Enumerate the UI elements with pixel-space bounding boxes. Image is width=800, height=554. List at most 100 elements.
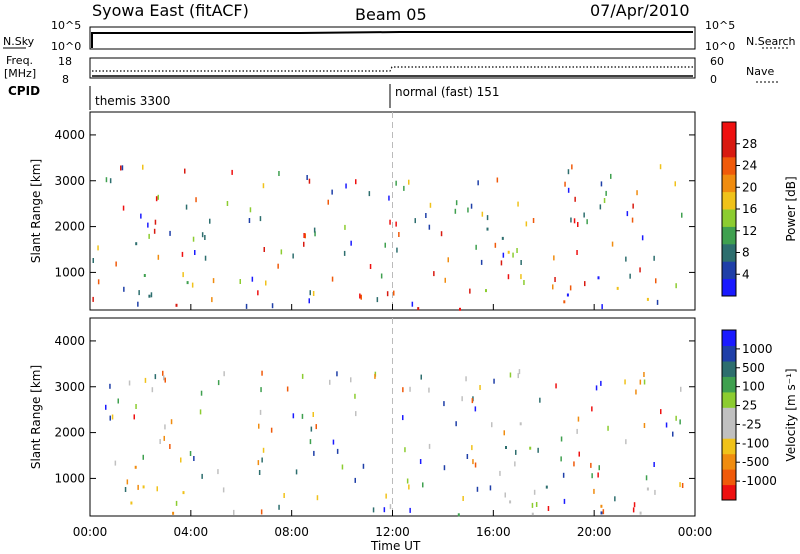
range-gate-cell: [313, 450, 315, 456]
range-gate-cell: [501, 236, 504, 240]
range-gate-cell: [402, 387, 404, 393]
range-gate-cell: [257, 290, 259, 296]
range-gate-cell: [189, 451, 192, 456]
colorbar-label: Power [dB]: [784, 176, 798, 241]
range-gate-cell: [577, 222, 579, 227]
range-gate-cell: [503, 430, 505, 436]
range-gate-cell: [159, 439, 161, 444]
power-panel: 1000 2000 3000 4000 Slant Range [km]: [29, 111, 696, 311]
range-gate-cell: [493, 378, 495, 384]
range-gate-cell: [260, 387, 262, 393]
range-gate-cell: [570, 217, 572, 223]
range-gate-cell: [259, 216, 262, 222]
range-gate-cell: [123, 286, 125, 292]
range-gate-cell: [376, 297, 379, 303]
range-gate-cell: [529, 446, 532, 450]
noise-panel: N.Sky N.Search 10^5 10^0 10^5 10^0: [3, 19, 796, 53]
range-gate-cell: [170, 419, 173, 425]
range-gate-cell: [336, 371, 338, 377]
range-gate-cell: [396, 247, 398, 253]
range-gate-cell: [455, 200, 458, 206]
range-gate-cell: [519, 422, 522, 426]
range-gate-cell: [157, 194, 159, 200]
range-gate-cell: [480, 259, 483, 265]
range-gate-cell: [584, 281, 586, 287]
range-gate-cell: [184, 168, 186, 174]
range-gate-cell: [384, 242, 386, 248]
nsky-trace: [92, 31, 693, 34]
freq-tick-high: 18: [58, 55, 72, 68]
y-axis-label: Slant Range [km]: [29, 365, 43, 469]
range-gate-cell: [109, 178, 112, 184]
range-gate-cell: [507, 274, 510, 280]
range-gate-cell: [645, 475, 648, 481]
date-title: 07/Apr/2010: [590, 1, 690, 20]
x-tick-label: 12:00: [375, 525, 410, 539]
velocity-panel: 1000 2000 3000 4000 00:00 04:00 08:00 12:00 16:0…: [29, 317, 712, 539]
range-gate-cell: [406, 478, 409, 484]
power-colorbar: 4 8 12 16 20 24 28 Power [dB]: [721, 121, 798, 297]
range-gate-cell: [531, 502, 534, 508]
range-gate-cell: [632, 507, 635, 513]
range-gate-cell: [507, 250, 510, 254]
range-gate-cell: [656, 299, 659, 305]
range-gate-cell: [226, 201, 229, 206]
range-gate-cell: [643, 423, 646, 428]
range-gate-cell: [115, 261, 117, 267]
range-gate-cell: [193, 456, 195, 461]
range-gate-cell: [591, 406, 593, 412]
beam-title: Beam 05: [355, 5, 427, 24]
range-gate-cell: [217, 380, 220, 386]
range-gate-cell: [182, 272, 184, 278]
range-gate-cell: [262, 447, 265, 453]
range-gate-cell: [680, 386, 682, 392]
range-gate-cell: [533, 489, 536, 495]
range-gate-cell: [525, 221, 528, 227]
range-gate-cell: [567, 187, 570, 193]
range-gate-cell: [653, 462, 655, 467]
range-gate-cell: [133, 414, 135, 420]
range-gate-cell: [517, 373, 519, 379]
range-gate-cell: [142, 454, 144, 460]
colorbar-swatch: [722, 156, 736, 175]
range-gate-cell: [175, 303, 178, 307]
range-gate-cell: [610, 173, 612, 179]
y-tick-label: 2000: [54, 426, 85, 440]
range-gate-cell: [586, 219, 588, 225]
range-gate-cell: [636, 190, 638, 196]
range-gate-cell: [419, 459, 422, 464]
colorbar-swatch: [722, 376, 736, 393]
panel-frame: [89, 111, 696, 311]
range-gate-cell: [601, 304, 603, 310]
range-gate-cell: [120, 165, 122, 171]
range-gate-cell: [316, 495, 319, 501]
nsearch-label: N.Search: [746, 35, 796, 48]
range-gate-cell: [310, 426, 313, 432]
range-gate-cell: [301, 413, 304, 419]
range-gate-cell: [428, 387, 430, 393]
range-gate-cell: [200, 390, 203, 396]
range-gate-cell: [474, 406, 477, 412]
cpid-label: CPID: [8, 84, 40, 98]
range-gate-cell: [109, 383, 111, 389]
y-tick-label: 3000: [54, 380, 85, 394]
range-gate-cell: [629, 273, 631, 279]
cpid-segment-2: normal (fast) 151: [395, 85, 499, 99]
colorbar-swatch: [722, 453, 736, 470]
range-gate-cell: [185, 204, 188, 210]
y-tick-label: 3000: [54, 174, 85, 188]
range-gate-cell: [265, 280, 267, 286]
freq-tick-low: 8: [62, 73, 69, 86]
x-tick-label: 16:00: [476, 525, 511, 539]
range-gate-cell: [461, 396, 463, 402]
range-gate-cell: [263, 247, 265, 252]
range-gate-cell: [114, 460, 117, 466]
x-axis-label: Time UT: [370, 539, 421, 553]
range-gate-cell: [332, 439, 335, 445]
range-gate-cell: [398, 232, 400, 237]
range-gate-cell: [409, 507, 411, 513]
range-gate-cell: [192, 236, 195, 242]
range-gate-cell: [408, 484, 410, 490]
range-gate-cell: [169, 444, 171, 449]
colorbar-tick-label: 4: [742, 267, 750, 281]
